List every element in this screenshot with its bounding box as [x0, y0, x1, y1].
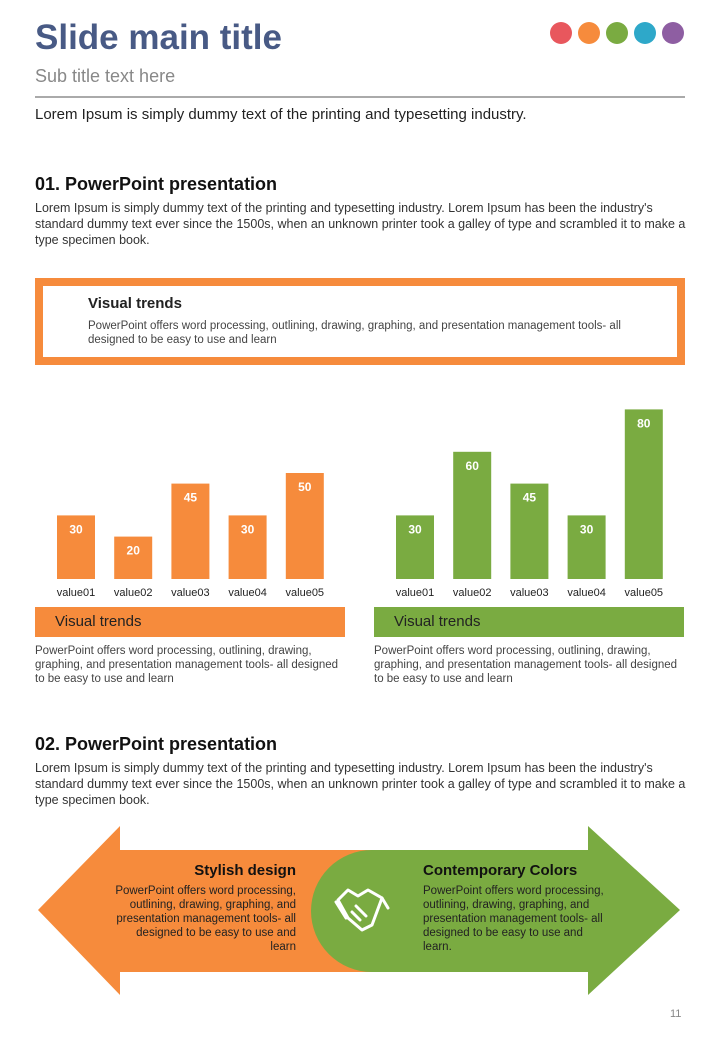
dot: [634, 22, 656, 44]
value-label: 30: [241, 522, 255, 536]
caption-bar: [374, 607, 684, 637]
dot: [606, 22, 628, 44]
right-arrow: [311, 826, 680, 995]
heading: 01. PowerPoint presentation: [35, 174, 278, 194]
value-label: 50: [298, 480, 312, 494]
dot: [662, 22, 684, 44]
arrow-title: Contemporary Colors: [423, 862, 578, 879]
bar: [57, 515, 95, 579]
category-label: value04: [567, 587, 606, 599]
caption-title: Visual trends: [394, 613, 481, 630]
page-number: 11: [670, 1008, 682, 1020]
bar: [453, 451, 492, 579]
bar: [567, 515, 606, 579]
subtitle: Sub title text here: [35, 66, 176, 86]
heading: 02. PowerPoint presentation: [35, 734, 278, 754]
bar: [396, 515, 434, 579]
handshake-icon: [334, 888, 390, 932]
category-label: value01: [396, 587, 435, 599]
value-label: 45: [184, 491, 198, 505]
caption-body: PowerPoint offers word processing, outli…: [374, 645, 678, 685]
arrow-body: PowerPoint offers word processing, outli…: [115, 885, 296, 953]
value-label: 80: [637, 416, 651, 430]
arrow-body: PowerPoint offers word processing, outli…: [423, 885, 604, 953]
bar: [285, 473, 324, 579]
bar: [114, 536, 153, 579]
paragraph: Lorem Ipsum is simply dummy text of the …: [35, 201, 686, 247]
caption-body: PowerPoint offers word processing, outli…: [35, 645, 339, 685]
banner-title: Visual trends: [88, 295, 182, 312]
bar: [510, 483, 549, 579]
value-label: 30: [580, 522, 594, 536]
caption-title: Visual trends: [55, 613, 142, 630]
dot: [550, 22, 572, 44]
caption-bar: [35, 607, 345, 637]
category-label: value05: [625, 587, 664, 599]
category-label: value02: [114, 587, 153, 599]
category-label: value05: [286, 587, 325, 599]
value-label: 30: [408, 522, 422, 536]
arrow-title: Stylish design: [194, 862, 296, 879]
bar: [228, 515, 267, 579]
title: Slide main title: [35, 18, 282, 57]
value-label: 45: [523, 491, 537, 505]
value-label: 20: [127, 544, 141, 558]
category-label: value04: [228, 587, 267, 599]
value-label: 30: [69, 522, 83, 536]
banner-body: PowerPoint offers word processing, outli…: [88, 320, 621, 346]
value-label: 60: [466, 459, 480, 473]
bar: [624, 409, 663, 579]
bar: [171, 483, 210, 579]
banner-inner: [43, 286, 677, 357]
dot: [578, 22, 600, 44]
paragraph: Lorem Ipsum is simply dummy text of the …: [35, 761, 686, 807]
left-arrow: [38, 826, 372, 995]
category-label: value01: [57, 587, 96, 599]
intro: Lorem Ipsum is simply dummy text of the …: [35, 106, 527, 123]
category-label: value03: [510, 587, 549, 599]
category-label: value03: [171, 587, 210, 599]
category-label: value02: [453, 587, 492, 599]
